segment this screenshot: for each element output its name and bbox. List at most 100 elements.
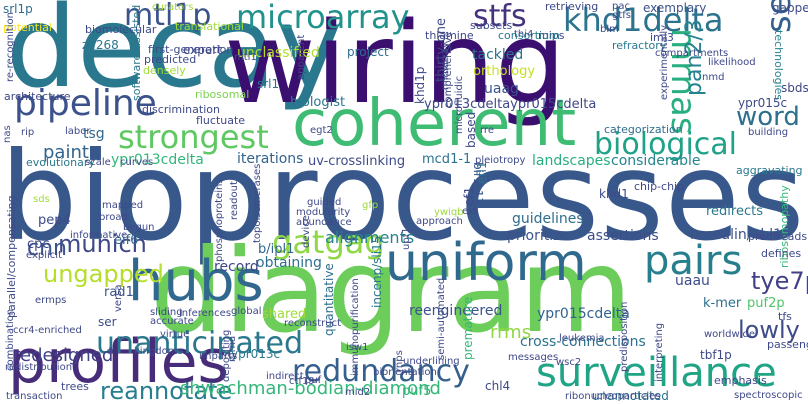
cloud-word: ef1 [462, 186, 476, 206]
cloud-word: ypr013c [231, 347, 281, 361]
cloud-word: word [736, 102, 800, 132]
cloud-word: shared [262, 307, 307, 322]
cloud-word: curves [120, 157, 154, 168]
cloud-word: zif268 [82, 38, 119, 52]
cloud-word: unannotated [592, 389, 669, 403]
cloud-word: gfp [362, 200, 379, 211]
cloud-word: pac [612, 1, 630, 12]
cloud-word: egt2 [310, 125, 333, 136]
cloud-word: microarray [236, 0, 410, 36]
cloud-word: prioritize [507, 228, 570, 244]
cloud-word: biorientation [373, 367, 437, 378]
cloud-word: gtfs [612, 10, 631, 21]
cloud-word: refractory [612, 39, 667, 52]
cloud-word: re-recognition [5, 12, 16, 82]
cloud-word: global [231, 306, 262, 317]
cloud-word: mid2 [345, 387, 371, 398]
cloud-word: densely [143, 64, 186, 77]
cloud-word: inferences [179, 308, 232, 319]
cloud-word: rip [21, 127, 35, 138]
cloud-word: leukemia [559, 333, 605, 344]
cloud-word: versa [113, 284, 124, 312]
cloud-word: microfluidic [454, 75, 465, 134]
cloud-word: pleiotropy [475, 155, 526, 166]
cloud-word: profiles [8, 327, 229, 397]
cloud-word: technologies [772, 30, 785, 101]
cloud-word: eif6 [114, 233, 139, 248]
cloud-word: hubs [128, 249, 264, 314]
cloud-word: nmd [702, 72, 725, 83]
cloud-word: diagram [150, 224, 633, 359]
cloud-word: incenp/sli15 [370, 235, 384, 308]
cloud-word: lowly [738, 316, 800, 344]
cloud-word: redesigned [13, 345, 114, 366]
cloud-word: miniarray [440, 42, 451, 90]
cloud-word: building [748, 127, 789, 138]
cloud-word: puf5 [402, 384, 432, 399]
cloud-word: indirect [266, 371, 304, 382]
cloud-word: consortium [498, 29, 560, 42]
cloud-word: trees [61, 380, 89, 393]
cloud-word: labor [65, 126, 91, 137]
cloud-word: reengineered [409, 303, 503, 319]
cloud-word: underlining [403, 356, 460, 367]
cloud-word: sliding [150, 307, 183, 318]
cloud-word: blm [600, 24, 619, 35]
cloud-word: curators [152, 2, 194, 13]
cloud-word: project [347, 45, 389, 59]
cloud-word: premature [461, 296, 475, 360]
cloud-word: surveillance [536, 350, 777, 396]
cloud-word: b/ipl1 [258, 242, 295, 257]
cloud-word: iterations [237, 151, 304, 167]
cloud-word: thi4 [514, 29, 534, 40]
cloud-word: emphasis [714, 374, 767, 387]
cloud-word: ribonucleoparticles [565, 391, 661, 402]
cloud-word: transaction [6, 391, 63, 402]
cloud-word: semi-automated [436, 277, 447, 360]
cloud-word: ext [462, 206, 478, 217]
cloud-word: biological [594, 127, 738, 162]
cloud-word: approach [416, 216, 463, 227]
cloud-word: phosphoproteins [214, 178, 225, 262]
cloud-word: sds [33, 194, 50, 205]
cloud-word: considerable [611, 153, 701, 169]
cloud-word: imparts [199, 351, 238, 362]
cloud-word: biomolecular [85, 23, 157, 36]
cloud-word: topoisomerases [252, 163, 263, 243]
cloud-word: aggravating [736, 164, 803, 177]
cloud-word: record [214, 259, 259, 275]
cloud-word: compartments [655, 48, 729, 59]
cloud-word: rrms [490, 322, 532, 343]
cloud-word: chip-chip [634, 180, 685, 193]
cloud-word: wsc2 [556, 357, 582, 368]
cloud-word: parallel/compensating [5, 195, 18, 318]
cloud-word: srl1p [3, 2, 33, 16]
cloud-word: software-assisted [130, 4, 143, 101]
cloud-word: mtl1 [234, 52, 257, 63]
cloud-word: landscapes [532, 153, 611, 169]
cloud-word: pairs [644, 238, 743, 284]
cloud-word: kingdoms [134, 346, 183, 357]
cloud-word: guidelines [512, 211, 584, 227]
cloud-word: predisposition [619, 301, 630, 372]
cloud-word: biologist [290, 95, 346, 110]
cloud-word: potential [3, 21, 52, 34]
cloud-word: munich [58, 230, 147, 258]
cloud-word: expert [183, 43, 222, 57]
cloud-word: sbds [781, 81, 808, 95]
cloud-word: puf [305, 375, 322, 386]
cloud-word: khd1p [413, 66, 427, 104]
cloud-word: shwachman-bodian-diamond [180, 378, 441, 399]
cloud-word: begun [123, 222, 155, 233]
cloud-word: uniform [385, 233, 587, 293]
cloud-word: iml3 [650, 31, 674, 44]
cloud-word: exemplary [643, 1, 707, 15]
cloud-word: tackled [472, 47, 524, 63]
cloud-word: virtue [160, 329, 190, 340]
cloud-word: immunopurification [350, 278, 361, 376]
cloud-word: ypr015cdelta [537, 306, 630, 322]
cloud-word: assertions [587, 228, 659, 244]
cloud-word: guided [307, 197, 342, 208]
cloud-word: ypr013cdeltaypr015cdelta [424, 97, 597, 112]
